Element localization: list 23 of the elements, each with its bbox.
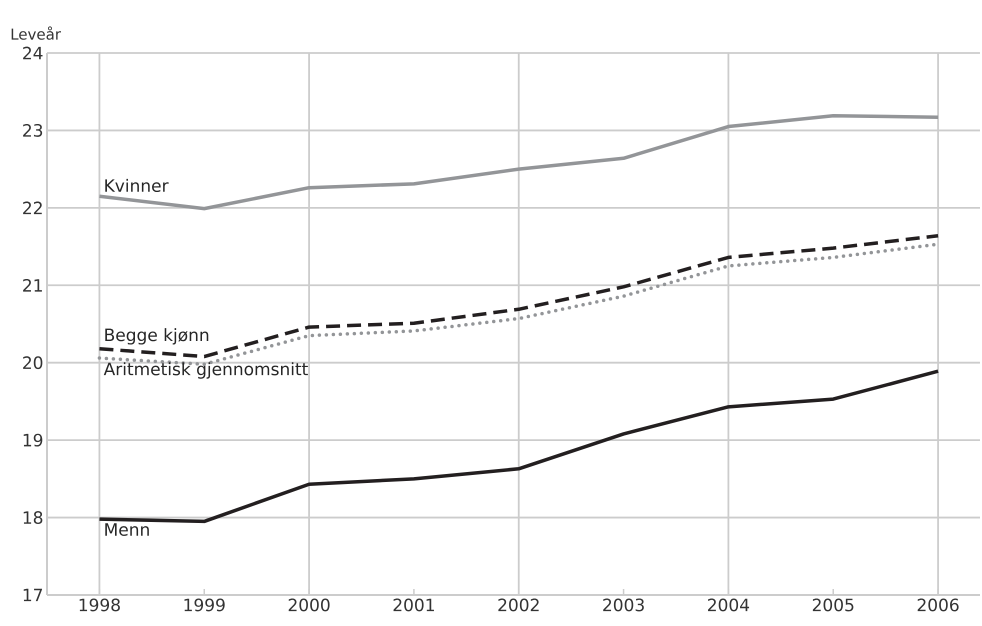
series-label: Menn: [105, 523, 149, 536]
x-tick-label: 2002: [498, 598, 539, 612]
series-label: Kvinner: [105, 178, 169, 192]
line-series: [98, 114, 940, 210]
y-tick-label: 18: [24, 511, 42, 524]
series-label: Begge kjønn: [105, 328, 208, 345]
x-tick-label: 2004: [708, 598, 750, 612]
x-tick-label: 2000: [288, 598, 330, 612]
y-tick-label: 19: [24, 434, 42, 447]
y-tick-label: 24: [23, 46, 43, 60]
x-tick-label: 2001: [394, 598, 434, 612]
x-tick-label: 1999: [184, 598, 225, 612]
x-tick-label: 1998: [80, 598, 120, 612]
x-tick-label: 2003: [603, 598, 644, 612]
series-label: Aritmetisk gjennomsnitt: [104, 362, 308, 379]
x-tick-label: 2005: [812, 598, 854, 612]
y-tick-label: 23: [23, 124, 42, 137]
x-tick-label: 2006: [918, 598, 959, 612]
y-tick-label: 20: [23, 356, 42, 370]
y-tick-label: 22: [23, 202, 42, 214]
y-tick-label: 21: [23, 278, 42, 292]
y-axis-title: Leveår: [12, 26, 62, 40]
y-tick-label: 17: [24, 588, 42, 602]
